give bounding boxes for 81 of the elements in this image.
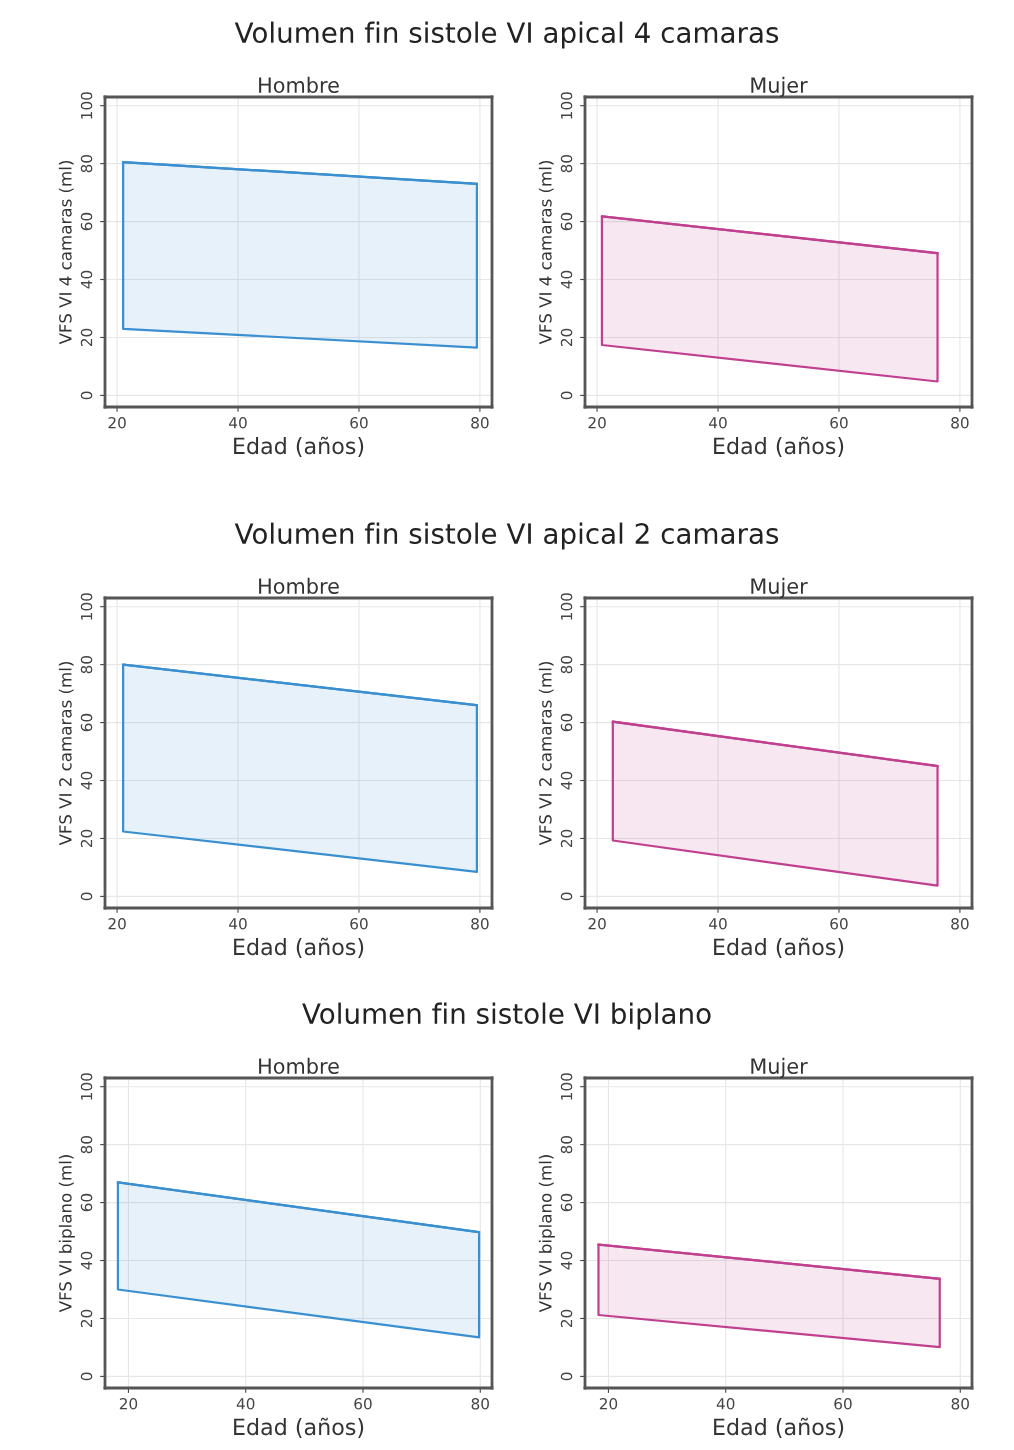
x-tick-label: 20 — [599, 1397, 618, 1410]
y-tick-label: 60 — [80, 713, 93, 732]
y-tick-label: 40 — [80, 1251, 93, 1270]
y-tick-label: 80 — [560, 1135, 573, 1154]
x-tick-label: 20 — [108, 416, 126, 429]
x-axis-title: Edad (años) — [714, 937, 844, 958]
y-axis-title: VFS VI 4 camaras (ml) — [538, 161, 554, 345]
chart-title: Volumen fin sistole VI apical 4 camaras — [234, 21, 779, 49]
y-tick-label: 0 — [80, 892, 93, 901]
x-axis-title: Edad (años) — [234, 436, 364, 457]
x-tick-label: 40 — [229, 416, 247, 429]
y-tick-label: 80 — [80, 154, 93, 173]
chart-subtitle: Hombre — [259, 577, 339, 594]
y-tick-label: 60 — [560, 212, 573, 231]
x-tick-label: 60 — [350, 416, 368, 429]
x-tick-label: 60 — [830, 416, 848, 429]
chart-title: Volumen fin sistole VI biplano — [302, 1002, 711, 1030]
chart-subtitle: Mujer — [751, 76, 808, 97]
y-axis-title: VFS VI 2 camaras (ml) — [58, 662, 74, 846]
y-tick-label: 20 — [80, 328, 93, 347]
y-tick-label: 100 — [80, 1073, 93, 1100]
y-tick-label: 40 — [560, 1251, 573, 1270]
y-tick-label: 100 — [560, 593, 573, 620]
x-tick-label: 40 — [236, 1397, 255, 1410]
chart-subtitle: Mujer — [751, 577, 808, 598]
chart-title: Volumen fin sistole VI apical 2 camaras — [234, 522, 779, 550]
chart-subtitle: Hombre — [259, 1057, 339, 1074]
x-tick-label: 20 — [108, 917, 126, 930]
x-axis-title: Edad (años) — [234, 1417, 364, 1438]
x-axis-title: Edad (años) — [714, 1417, 844, 1438]
y-axis-title: VFS VI biplano (ml) — [58, 1155, 75, 1313]
y-axis-title: VFS VI biplano (ml) — [538, 1155, 555, 1313]
y-tick-label: 20 — [560, 328, 573, 347]
y-tick-label: 80 — [80, 655, 93, 674]
x-axis-title: Edad (años) — [234, 937, 364, 958]
y-tick-label: 100 — [560, 92, 573, 119]
x-tick-label: 20 — [119, 1397, 138, 1410]
x-tick-label: 60 — [830, 917, 848, 930]
x-tick-label: 40 — [716, 1397, 735, 1410]
y-tick-label: 80 — [80, 1135, 93, 1154]
y-tick-label: 40 — [80, 270, 93, 289]
x-axis-title: Edad (años) — [714, 436, 844, 457]
y-tick-label: 60 — [560, 713, 573, 732]
y-tick-label: 60 — [80, 212, 93, 231]
chart-subtitle: Mujer — [751, 1057, 808, 1078]
x-tick-label: 40 — [709, 917, 727, 930]
y-tick-label: 20 — [560, 829, 573, 848]
y-tick-label: 40 — [80, 771, 93, 790]
x-tick-label: 60 — [354, 1397, 372, 1410]
y-tick-label: 40 — [560, 270, 573, 289]
x-tick-label: 80 — [951, 1397, 969, 1410]
x-tick-label: 20 — [588, 416, 606, 429]
x-tick-label: 40 — [709, 416, 727, 429]
x-tick-label: 20 — [588, 917, 606, 930]
x-tick-label: 80 — [951, 416, 969, 429]
y-tick-label: 0 — [80, 391, 93, 400]
y-axis-title: VFS VI 4 camaras (ml) — [58, 161, 74, 345]
y-tick-label: 20 — [560, 1309, 573, 1328]
x-tick-label: 80 — [471, 1397, 489, 1410]
y-tick-label: 40 — [560, 771, 573, 790]
y-tick-label: 80 — [560, 655, 573, 674]
y-tick-label: 60 — [80, 1193, 93, 1212]
y-tick-label: 80 — [560, 154, 573, 173]
y-tick-label: 20 — [80, 829, 93, 848]
x-tick-label: 60 — [834, 1397, 852, 1410]
y-tick-label: 0 — [560, 892, 573, 901]
x-tick-label: 80 — [951, 917, 969, 930]
y-axis-title: VFS VI 2 camaras (ml) — [538, 662, 554, 846]
y-tick-label: 20 — [80, 1309, 93, 1328]
y-tick-label: 0 — [560, 1372, 573, 1381]
y-tick-label: 60 — [560, 1193, 573, 1212]
chart-subtitle: Hombre — [259, 76, 339, 93]
y-tick-label: 0 — [80, 1372, 93, 1381]
y-tick-label: 100 — [560, 1073, 573, 1100]
x-tick-label: 80 — [471, 917, 489, 930]
y-tick-label: 100 — [80, 92, 93, 119]
y-tick-label: 100 — [80, 593, 93, 620]
x-tick-label: 60 — [350, 917, 368, 930]
x-tick-label: 40 — [229, 917, 247, 930]
y-tick-label: 0 — [560, 391, 573, 400]
x-tick-label: 80 — [471, 416, 489, 429]
